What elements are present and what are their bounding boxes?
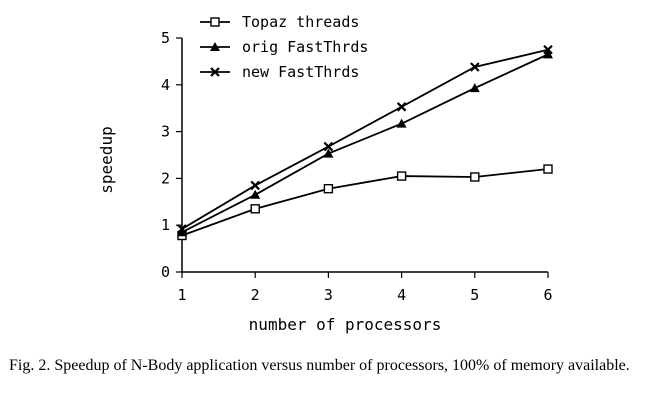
data-point (250, 204, 260, 214)
data-point (396, 118, 407, 128)
axes (181, 38, 548, 273)
y-tick-label: 1 (161, 216, 170, 234)
legend-marker (210, 17, 220, 27)
legend: Topaz threads orig FastThrds new FastThrds (200, 13, 368, 81)
data-point (250, 180, 260, 191)
data-point (469, 83, 480, 93)
x-axis-label: number of processors (249, 315, 442, 334)
y-tick-label: 2 (161, 169, 170, 187)
series-1 (177, 164, 553, 241)
series-3 (177, 44, 553, 234)
y-axis-label: speedup (97, 126, 116, 193)
series-line (181, 48, 549, 230)
data-point (396, 102, 407, 112)
series-line (181, 168, 549, 237)
y-tick-label: 3 (161, 123, 170, 141)
series-line (181, 53, 549, 234)
legend-marker (210, 42, 220, 51)
legend-item-3: new FastThrds (200, 63, 359, 81)
data-point (323, 148, 334, 158)
y-tick-label: 5 (161, 29, 170, 47)
legend-marker (210, 67, 220, 77)
x-tick-label: 2 (251, 286, 260, 304)
data-point (323, 141, 334, 152)
x-tick-label: 1 (177, 286, 186, 304)
legend-label: Topaz threads (242, 13, 359, 31)
data-point (543, 49, 553, 59)
data-point (323, 183, 334, 194)
series-layer (177, 44, 553, 241)
x-tick-label: 3 (324, 286, 333, 304)
y-tick-label: 4 (161, 76, 170, 94)
y-tick-label: 0 (161, 263, 170, 281)
legend-item-2: orig FastThrds (200, 38, 368, 56)
x-tick-label: 4 (397, 286, 406, 304)
series-2 (177, 49, 553, 237)
data-point (177, 224, 187, 234)
data-point (470, 62, 480, 72)
x-tick-label: 5 (470, 286, 479, 304)
figure-caption: Fig. 2. Speedup of N-Body application ve… (9, 357, 630, 374)
data-point (543, 164, 553, 174)
legend-item-1: Topaz threads (200, 13, 359, 31)
data-point (543, 44, 553, 55)
legend-label: orig FastThrds (242, 38, 368, 56)
data-point (177, 227, 187, 237)
data-point (470, 172, 480, 182)
data-point (250, 189, 261, 199)
x-tick-label: 6 (543, 286, 552, 304)
legend-label: new FastThrds (242, 63, 359, 81)
data-point (396, 171, 407, 181)
